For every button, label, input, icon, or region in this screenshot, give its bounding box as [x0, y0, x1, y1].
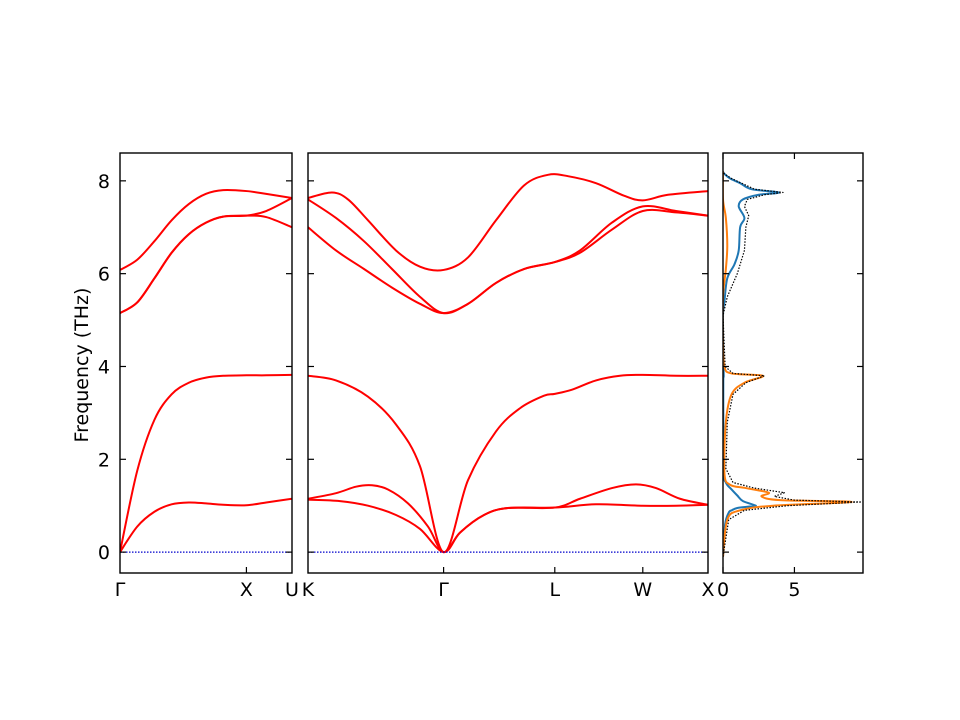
x-tick-label: X: [240, 579, 253, 601]
band-middle-series-1: [308, 483, 708, 554]
y-tick-label: 0: [98, 542, 110, 564]
band-left-series-0: [120, 373, 292, 553]
y-tick-label: 4: [98, 356, 110, 378]
band-middle-series-2: [308, 498, 708, 554]
x-tick-label: 0: [717, 579, 729, 601]
x-tick-label: U: [285, 579, 299, 601]
band-middle-series-4: [308, 198, 708, 315]
x-tick-label: L: [550, 579, 561, 601]
x-tick-label: X: [701, 579, 714, 601]
x-tick-label: Γ: [438, 579, 449, 601]
dos-frame: [722, 152, 864, 574]
band-left-frame: [119, 152, 293, 574]
band-left-series-4: [120, 188, 292, 271]
band-left-series-1: [120, 497, 292, 553]
band-middle-series-5: [308, 208, 708, 315]
dos-series-2: [723, 171, 863, 557]
dos-series-0: [723, 171, 780, 557]
dos-series-1: [723, 171, 853, 557]
band-left-series-3: [120, 197, 292, 314]
band-middle-series-3: [308, 173, 708, 272]
band-left-panel: 0 2 4 6 8 Γ X U: [98, 152, 299, 601]
y-axis-label: Frequency (THz): [71, 288, 93, 443]
x-tick-label: W: [633, 579, 652, 601]
band-middle-series-0: [308, 373, 708, 554]
x-tick-label: K: [302, 579, 315, 601]
band-middle-frame: [307, 152, 709, 574]
y-tick-label: 6: [98, 264, 110, 286]
x-tick-label: 5: [788, 579, 800, 601]
band-left-series-2: [120, 214, 292, 314]
y-tick-label: 2: [98, 449, 110, 471]
x-tick-label: Γ: [115, 579, 126, 601]
y-tick-label: 8: [98, 171, 110, 193]
